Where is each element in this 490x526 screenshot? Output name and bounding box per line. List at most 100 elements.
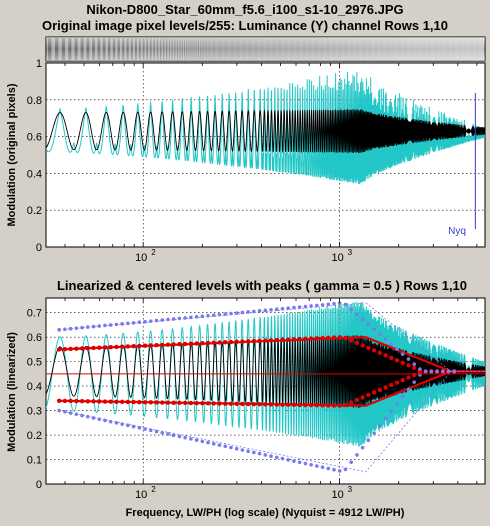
bottom-chart-peak-top [320,303,325,307]
bottom-chart-peak-top [383,337,388,342]
bottom-chart-peak-bottom [166,432,170,436]
bottom-chart-peak-bottom [423,369,428,374]
bottom-chart-peak-bottom [366,392,371,398]
bottom-chart-peak-bottom [217,443,222,447]
bottom-chart-peak-bottom [400,394,405,399]
bottom-chart-axes: 0 0.1 0.2 0.3 0.4 0.5 0.6 0.7 10 2 10 3 Modulation … [6,297,486,519]
bottom-chart-peak-bottom [378,424,382,428]
bottom-chart-peak-bottom [68,411,73,415]
bottom-chart-peak-bottom [326,466,331,471]
bottom-chart-peak-top [366,345,371,351]
bottom-chart-peak-top [274,307,279,312]
bottom-chart-peak-top [68,326,73,331]
bottom-chart-peak-top [280,306,285,311]
bottom-chart-peak-bottom [57,408,61,413]
bottom-chart-peak-bottom [377,387,383,393]
bottom-chart-peak-bottom [108,419,113,424]
bottom-chart-peak-top [80,325,84,330]
bottom-chart-peak-top [292,305,296,310]
top-chart-xtick-label: 10 [135,252,147,264]
bottom-chart-peak-top [418,367,422,371]
bottom-chart-peak-top [389,342,394,347]
bottom-chart-peak-top [360,343,365,348]
bottom-chart-peak-envelope-bottom [59,371,485,473]
bottom-chart-xtick-exponent: 2 [151,485,156,494]
bottom-chart-peak-bottom [269,454,273,458]
bottom-chart-peak-bottom [337,469,342,473]
bottom-chart-peak-bottom [383,385,388,390]
bottom-chart-peak-top [360,317,365,322]
bottom-chart-peak-bottom [320,465,325,470]
bottom-chart-peak-bottom [360,445,365,450]
bottom-chart-peak-bottom [257,451,262,456]
bottom-chart-ytick-label: 0.6 [27,332,42,344]
bottom-chart-peak-top [297,305,302,309]
bottom-chart-peak-bottom [160,430,165,435]
bottom-chart-peak-bottom [332,467,336,472]
bottom-chart-peak-bottom [240,448,245,452]
bottom-chart-peak-bottom [194,438,199,442]
bottom-chart-series-black [46,335,485,408]
bottom-chart-xtick-label: 10 [135,489,147,501]
bottom-chart-ytick-label: 0.4 [27,381,42,393]
bottom-chart-peak-bottom [406,375,411,380]
bottom-chart-peak-bottom [400,377,405,383]
top-chart-title: Original image pixel levels/255: Luminan… [42,18,448,33]
bottom-chart-peak-top [263,308,268,313]
bottom-chart-ytick-label: 0.7 [27,308,42,320]
bottom-chart-peak-bottom [366,438,371,443]
bottom-chart-peak-top [349,307,354,312]
bottom-chart-peak-bottom [389,382,394,388]
bottom-chart-peak-envelope-top [59,336,485,373]
bottom-chart-peak-top [137,320,142,325]
bottom-chart-peak-bottom [349,460,354,464]
bottom-chart-ytick-label: 0.2 [27,430,42,442]
bottom-chart-peak-top [269,307,273,312]
bottom-chart-peak-top [400,360,405,365]
bottom-chart-ticks: 0 0.1 0.2 0.3 0.4 0.5 0.6 0.7 10 2 10 3 [27,298,478,501]
top-chart-ytick-label: 0 [36,242,42,254]
bottom-chart-peak-top [406,357,411,361]
bottom-chart-peak-bottom [200,439,205,444]
bottom-chart-peak-bottom [263,453,268,457]
bottom-chart-peak-top [286,306,291,310]
bottom-chart-peak-bottom [406,387,411,392]
top-chart-series [46,71,485,229]
bottom-chart-peak-top [354,340,360,346]
bottom-chart-peak-bottom [80,413,84,418]
bottom-chart-peak-envelope-top [59,302,485,372]
bottom-chart-peak-top [389,355,394,361]
bottom-chart-peak-bottom [309,462,313,467]
bottom-chart-peak-bottom [274,455,279,460]
bottom-chart-peak-top [337,301,342,306]
bottom-chart-peak-top [366,322,371,327]
bottom-chart-peak-top [120,322,124,326]
bottom-chart-peak-bottom [371,390,377,395]
strip-shading [46,37,485,61]
bottom-chart-ytick-label: 0 [36,479,42,491]
bottom-chart-peak-bottom [360,395,365,400]
bottom-chart-peak-bottom [154,429,159,434]
top-chart-ticks: 0 0.2 0.4 0.6 0.8 1 10 2 10 3 [27,58,478,264]
bottom-chart-peak-top [126,321,130,326]
bottom-chart-ylabel: Modulation (linearized) [6,332,18,452]
bottom-chart-peak-bottom [429,369,434,374]
bottom-chart-peak-top [378,332,382,337]
bottom-chart-peak-bottom [297,460,302,465]
bottom-chart-peak-bottom [189,437,193,441]
bottom-chart-peak-bottom [395,402,399,406]
star-chart-image-strip [45,36,486,62]
bottom-chart-peak-bottom [229,445,233,450]
bottom-chart-peak-bottom [280,456,285,461]
bottom-chart-peak-bottom [383,416,388,421]
top-chart-xtick-label: 10 [331,252,343,264]
bottom-chart-peak-top [315,303,319,308]
nyquist-annotation: Nyq [448,226,466,237]
bottom-chart-peak-bottom [292,459,296,463]
top-chart-xtick-exponent: 3 [348,248,353,257]
bottom-chart-peak-bottom [137,426,142,430]
bottom-chart-peak-bottom [303,461,308,466]
bottom-chart-peak-bottom [412,380,416,384]
bottom-chart-peak-top [143,319,147,324]
